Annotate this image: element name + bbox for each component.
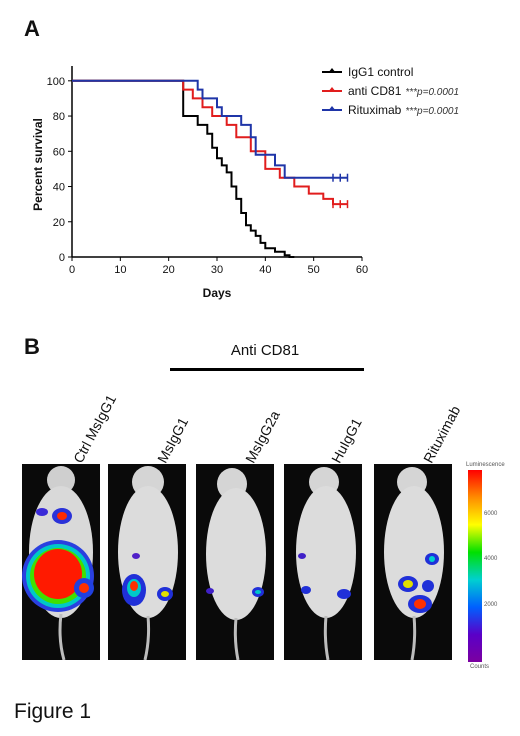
x-axis-title: Days — [203, 286, 232, 300]
survival-line-1 — [72, 79, 348, 206]
chart-ticks: 0 10 20 30 40 50 60 0 20 40 60 80 100 — [47, 76, 368, 276]
column-label-ctrl-msigg1: Ctrl MsIgG1 — [70, 392, 120, 466]
chart-legend: IgG1 control anti CD81 ***p=0.0001Rituxima… — [322, 65, 459, 117]
column-label-rituximab: Rituximab — [420, 403, 464, 466]
mouse-image-ctrl-msigg1 — [22, 464, 100, 660]
legend-marker-1 — [328, 87, 336, 92]
y-tick-label: 40 — [53, 182, 65, 194]
y-tick-label: 100 — [47, 76, 65, 88]
x-tick-label: 30 — [211, 264, 223, 276]
survival-chart: 0 10 20 30 40 50 60 0 20 40 60 80 100 IgG1 control an… — [31, 65, 459, 300]
anti-cd81-group-title: Anti CD81 — [230, 342, 300, 359]
legend-label: anti CD81 — [348, 84, 402, 98]
mouse-image-msigg1 — [108, 464, 186, 660]
colorbar-bottom-label: Counts — [470, 664, 490, 670]
panel-a-label: A — [24, 16, 40, 41]
legend-marker-2 — [328, 106, 336, 111]
colorbar-tick: 6000 — [484, 511, 498, 517]
legend-label: IgG1 control — [348, 65, 413, 79]
mouse-image-msigg2a — [196, 464, 274, 660]
y-tick-label: 80 — [53, 111, 65, 123]
y-tick-label: 0 — [59, 252, 65, 264]
luminescence-colorbar — [468, 470, 482, 662]
anti-cd81-group-bar — [170, 368, 364, 371]
colorbar-tick: 4000 — [484, 556, 498, 562]
x-tick-label: 20 — [163, 264, 175, 276]
legend-marker-0 — [328, 68, 336, 73]
mouse-image-rituximab — [374, 464, 452, 660]
panel-b-label: B — [24, 334, 40, 359]
x-tick-label: 10 — [114, 264, 126, 276]
mouse-image-huigg1 — [284, 464, 362, 660]
survival-line-0 — [72, 79, 295, 258]
y-axis-title: Percent survival — [31, 118, 45, 211]
x-tick-label: 50 — [308, 264, 320, 276]
survival-line-2 — [72, 79, 348, 179]
chart-axes — [71, 66, 362, 258]
x-tick-label: 40 — [259, 264, 271, 276]
y-tick-label: 60 — [53, 146, 65, 158]
legend-label: Rituximab — [348, 103, 402, 117]
colorbar-tick: 2000 — [484, 602, 498, 608]
x-tick-label: 60 — [356, 264, 368, 276]
figure-caption: Figure 1 — [14, 700, 92, 723]
chart-series — [72, 79, 349, 258]
colorbar-top-label: Luminescence — [466, 462, 505, 468]
y-tick-label: 20 — [53, 217, 65, 229]
x-tick-label: 0 — [69, 264, 75, 276]
legend-stat: ***p=0.0001 — [405, 106, 459, 117]
legend-stat: ***p=0.0001 — [405, 87, 459, 98]
